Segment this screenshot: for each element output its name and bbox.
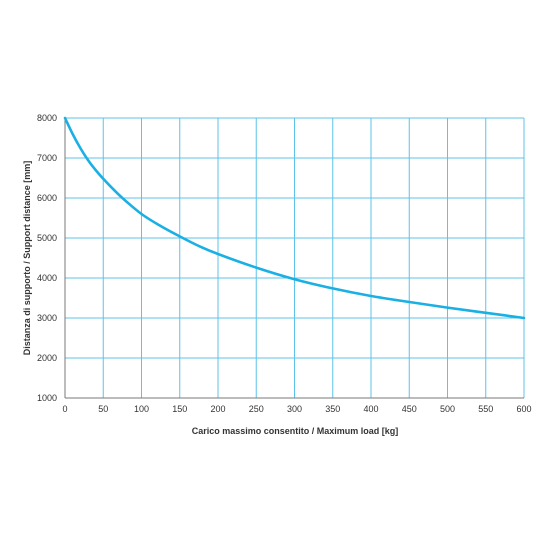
- x-tick-label: 450: [402, 404, 417, 414]
- y-tick-label: 6000: [37, 193, 57, 203]
- grid-lines: [65, 117, 525, 398]
- x-tick-label: 250: [249, 404, 264, 414]
- y-tick-label: 2000: [37, 353, 57, 363]
- x-axis-label: Carico massimo consentito / Maximum load…: [192, 426, 399, 436]
- x-tick-label: 50: [98, 404, 108, 414]
- x-tick-label: 0: [62, 404, 67, 414]
- x-tick-label: 500: [440, 404, 455, 414]
- x-tick-label: 200: [210, 404, 225, 414]
- x-tick-label: 400: [363, 404, 378, 414]
- series-group: [63, 116, 526, 320]
- x-tick-label: 300: [287, 404, 302, 414]
- y-tick-label: 1000: [37, 393, 57, 403]
- y-tick-label: 7000: [37, 153, 57, 163]
- y-axis-label: Distanza di supporto / Support distance …: [22, 161, 32, 356]
- x-tick-labels: 0 50 100 150 200 250 300 350 400 450 500 550 600: [62, 404, 531, 414]
- y-tick-label: 4000: [37, 273, 57, 283]
- y-tick-label: 3000: [37, 313, 57, 323]
- y-tick-labels: 1000 2000 3000 4000 5000 6000 7000 8000: [37, 113, 57, 403]
- x-tick-label: 350: [325, 404, 340, 414]
- x-tick-label: 600: [516, 404, 531, 414]
- axes: [64, 118, 524, 399]
- series-line: [63, 116, 526, 320]
- y-tick-label: 8000: [37, 113, 57, 123]
- x-tick-label: 550: [478, 404, 493, 414]
- x-tick-label: 100: [134, 404, 149, 414]
- y-tick-label: 5000: [37, 233, 57, 243]
- x-tick-label: 150: [172, 404, 187, 414]
